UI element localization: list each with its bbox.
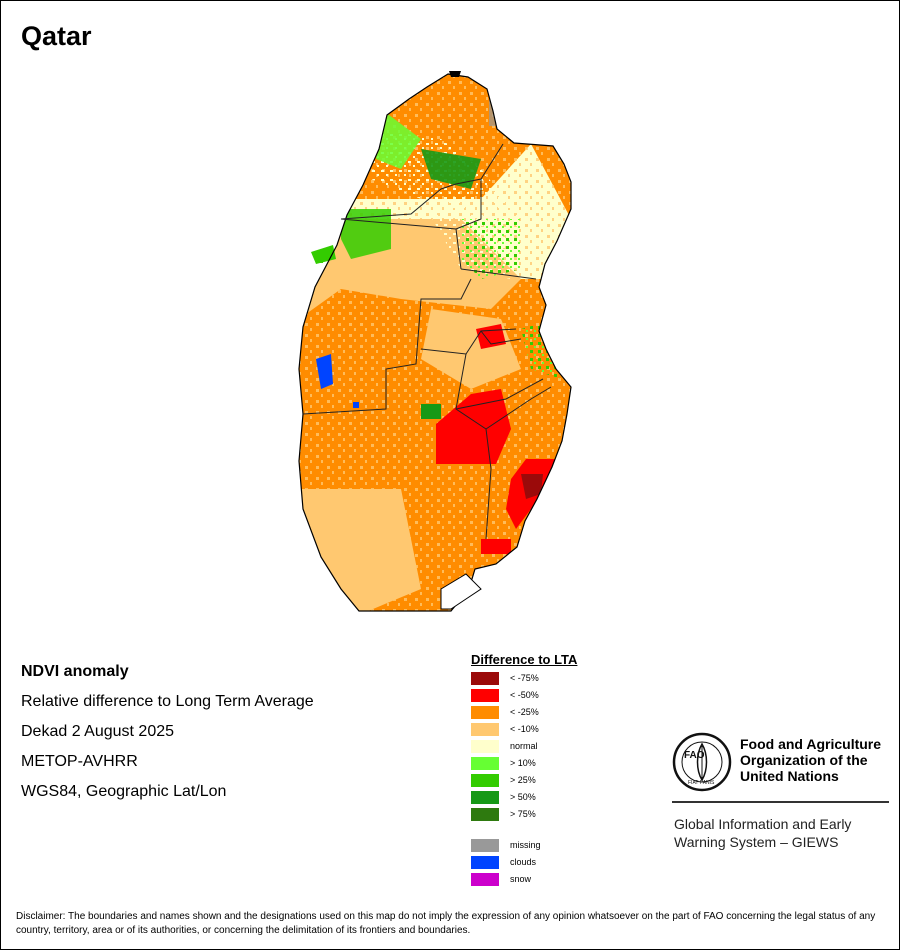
map-info: NDVI anomaly Relative difference to Long…	[21, 657, 314, 807]
legend-item: < -25%	[471, 705, 577, 722]
admin-boundaries	[302, 143, 552, 540]
legend-swatch	[471, 839, 499, 852]
fao-logo-letters: FAO	[684, 750, 705, 761]
legend-item: > 75%	[471, 807, 577, 824]
legend-swatch	[471, 808, 499, 821]
legend-extras: missing clouds snow	[471, 838, 577, 889]
legend-item: < -75%	[471, 671, 577, 688]
map-title: Qatar	[21, 21, 92, 51]
fao-name: Food and Agriculture Organization of the…	[740, 736, 881, 784]
fao-name-line2: Organization of the	[740, 752, 868, 768]
legend-swatch	[471, 706, 499, 719]
legend-label: < -10%	[510, 724, 539, 734]
legend-item: normal	[471, 739, 577, 756]
legend-label: > 50%	[510, 792, 536, 802]
legend-swatch	[471, 740, 499, 753]
country-outline	[298, 73, 572, 612]
legend-item: snow	[471, 872, 577, 889]
legend-swatch	[471, 689, 499, 702]
northern-tip	[449, 71, 461, 77]
info-product: NDVI anomaly	[21, 663, 129, 680]
legend-swatch	[471, 723, 499, 736]
legend-item: clouds	[471, 855, 577, 872]
legend-label: > 10%	[510, 758, 536, 768]
info-projection: WGS84, Geographic Lat/Lon	[21, 783, 227, 800]
logo-divider	[672, 801, 889, 803]
ndvi-map	[298, 71, 572, 612]
legend-label: clouds	[510, 857, 537, 867]
fao-name-line3: United Nations	[740, 768, 839, 784]
ndvi-raster	[299, 74, 571, 611]
fao-logo: FAO FIAT PANIS	[672, 732, 732, 792]
disclaimer: Disclaimer: The boundaries and names sho…	[16, 911, 876, 936]
legend-label: < -75%	[510, 673, 539, 683]
giews-name: Global Information and Early Warning Sys…	[674, 815, 851, 851]
legend-item: > 25%	[471, 773, 577, 790]
legend-swatch	[471, 672, 499, 685]
legend-label: < -50%	[510, 690, 539, 700]
southern-inlet	[440, 573, 482, 610]
legend-swatch	[471, 757, 499, 770]
legend-swatch	[471, 873, 499, 886]
legend: Difference to LTA < -75% < -50% < -25% < -1…	[471, 652, 577, 889]
legend-label: snow	[510, 874, 532, 884]
info-dekad: Dekad 2 August 2025	[21, 723, 175, 740]
legend-label: missing	[510, 840, 541, 850]
legend-swatch	[471, 774, 499, 787]
legend-item: > 10%	[471, 756, 577, 773]
fao-logo-motto: FIAT PANIS	[688, 780, 715, 786]
legend-label: < -25%	[510, 707, 539, 717]
legend-title: Difference to LTA	[471, 652, 578, 667]
legend-item: > 50%	[471, 790, 577, 807]
legend-items: < -75% < -50% < -25% < -10% normal > 10% > 25%…	[471, 671, 577, 824]
giews-line1: Global Information and Early	[674, 816, 852, 832]
legend-item: < -10%	[471, 722, 577, 739]
legend-label: > 25%	[510, 775, 536, 785]
giews-line2: Warning System – GIEWS	[674, 834, 839, 850]
legend-item: < -50%	[471, 688, 577, 705]
legend-swatch	[471, 791, 499, 804]
legend-item: missing	[471, 838, 577, 855]
fao-name-line1: Food and Agriculture	[740, 736, 882, 752]
legend-label: normal	[510, 741, 538, 751]
info-description: Relative difference to Long Term Average	[21, 693, 314, 710]
legend-swatch	[471, 856, 499, 869]
info-sensor: METOP-AVHRR	[21, 753, 138, 770]
legend-label: > 75%	[510, 809, 536, 819]
